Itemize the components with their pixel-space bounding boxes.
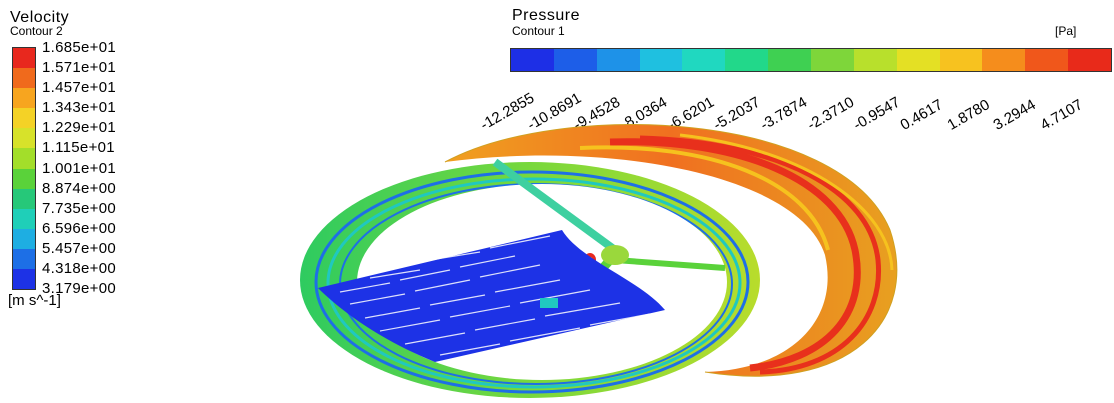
pressure-colorbar bbox=[510, 48, 1112, 72]
velocity-color-segment bbox=[13, 108, 35, 129]
pressure-color-segment bbox=[511, 49, 555, 71]
turbine-duct-model bbox=[300, 124, 898, 398]
velocity-colorbar bbox=[12, 47, 36, 290]
pressure-tick-label: 4.7107 bbox=[1037, 96, 1086, 134]
blade-panel bbox=[318, 230, 665, 362]
duct-outlet-ring bbox=[444, 124, 898, 377]
pressure-color-segment bbox=[768, 49, 812, 71]
velocity-color-segment bbox=[13, 188, 35, 210]
velocity-legend-subtitle: Contour 2 bbox=[10, 24, 63, 38]
velocity-color-segment bbox=[13, 268, 35, 290]
pressure-legend-unit: [Pa] bbox=[1055, 24, 1077, 38]
velocity-tick-label: 1.001e+01 bbox=[42, 159, 117, 177]
pressure-color-segment bbox=[982, 49, 1026, 71]
pressure-color-segment bbox=[596, 49, 641, 71]
velocity-color-segment bbox=[13, 68, 35, 89]
velocity-color-segment bbox=[13, 248, 35, 270]
pressure-legend: Pressure Contour 1 [Pa] -12.2855 -10.8691… bbox=[478, 7, 1114, 138]
pressure-color-segment bbox=[896, 49, 941, 71]
velocity-tick-label: 5.457e+00 bbox=[42, 239, 117, 257]
velocity-color-segment bbox=[13, 208, 35, 230]
velocity-tick-label: 4.318e+00 bbox=[42, 259, 117, 277]
pressure-color-segment bbox=[1068, 49, 1112, 71]
velocity-tick-label: 3.179e+00 bbox=[42, 280, 117, 297]
velocity-tick-label: 1.343e+01 bbox=[42, 99, 117, 117]
velocity-tick-label: 1.115e+01 bbox=[42, 139, 115, 157]
velocity-legend: Velocity Contour 2 1.685e+01 1.571e+01 1.4… bbox=[6, 10, 136, 310]
velocity-tick-label: 1.685e+01 bbox=[42, 39, 117, 56]
velocity-color-segment bbox=[13, 88, 35, 109]
velocity-color-segment bbox=[13, 228, 35, 250]
pressure-legend-title: Pressure bbox=[512, 7, 581, 24]
velocity-tick-label: 1.457e+01 bbox=[42, 79, 117, 97]
velocity-tick-label: 6.596e+00 bbox=[42, 219, 117, 237]
pressure-tick-label: 1.8780 bbox=[944, 96, 993, 134]
pressure-color-segment bbox=[1025, 49, 1069, 71]
velocity-tick-label: 1.571e+01 bbox=[42, 59, 117, 77]
pressure-color-segment bbox=[639, 49, 683, 71]
velocity-color-segment bbox=[13, 48, 35, 69]
velocity-tick-label: 8.874e+00 bbox=[42, 179, 117, 197]
pressure-color-segment bbox=[811, 49, 855, 71]
pressure-color-segment bbox=[682, 49, 726, 71]
pressure-color-segment bbox=[853, 49, 898, 71]
pressure-color-segment bbox=[553, 49, 598, 71]
velocity-tick-label: 1.229e+01 bbox=[42, 119, 117, 137]
velocity-tick-label: 7.735e+00 bbox=[42, 199, 117, 217]
velocity-legend-unit: [m s^-1] bbox=[8, 292, 61, 309]
pressure-tick-label: 3.2944 bbox=[990, 96, 1040, 134]
pressure-color-segment bbox=[939, 49, 983, 71]
velocity-color-segment bbox=[13, 128, 35, 149]
pressure-legend-subtitle: Contour 1 bbox=[512, 24, 565, 38]
velocity-color-segment bbox=[13, 168, 35, 190]
velocity-legend-title: Velocity bbox=[10, 9, 70, 26]
velocity-color-segment bbox=[13, 148, 35, 169]
pressure-color-segment bbox=[725, 49, 769, 71]
